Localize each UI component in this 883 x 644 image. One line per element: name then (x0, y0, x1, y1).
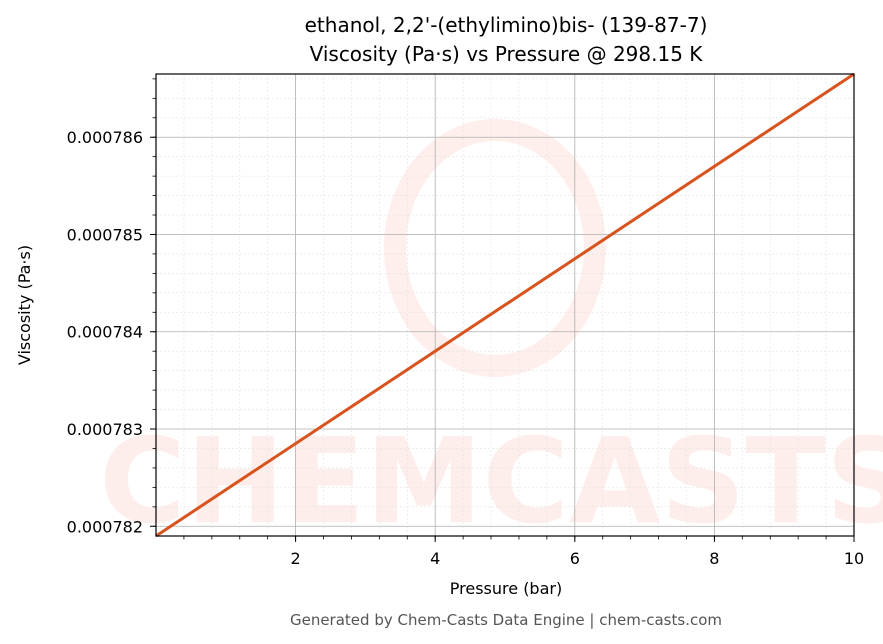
x-tick-label: 10 (844, 549, 864, 568)
x-axis-label: Pressure (bar) (450, 579, 562, 598)
series-line (155, 72, 855, 538)
watermark-logo-ring (384, 119, 606, 377)
x-tick-label: 4 (430, 549, 440, 568)
x-tick-label: 2 (291, 549, 301, 568)
y-tick-label: 0.000782 (67, 517, 143, 536)
y-tick-label: 0.000786 (67, 128, 143, 147)
y-axis-label: Viscosity (Pa·s) (15, 245, 34, 365)
x-axis-ticks: 2 4 6 8 10 (183, 536, 864, 568)
chart-title-line2: Viscosity (Pa·s) vs Pressure @ 298.15 K (310, 42, 704, 66)
x-tick-label: 8 (709, 549, 719, 568)
plot-series (155, 72, 855, 538)
y-tick-label: 0.000785 (67, 225, 143, 244)
major-grid (156, 74, 854, 536)
y-tick-label: 0.000783 (67, 420, 143, 439)
chart-title-line1: ethanol, 2,2'-(ethylimino)bis- (139-87-7… (305, 13, 708, 37)
watermark-text: CHEMCASTS (99, 412, 883, 550)
footer-credit: Generated by Chem-Casts Data Engine | ch… (290, 611, 722, 629)
plot-frame (155, 73, 855, 537)
y-axis-ticks: 0.000782 0.000783 0.000784 0.000785 0.000786 (67, 78, 156, 536)
y-tick-label: 0.000784 (67, 323, 143, 342)
x-tick-label: 6 (570, 549, 580, 568)
